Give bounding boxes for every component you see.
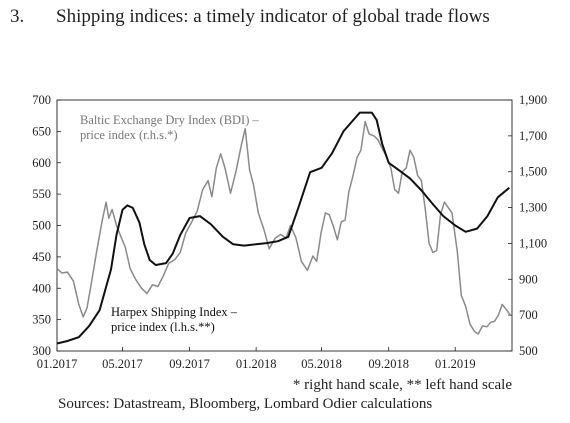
harpex-series-line [56,111,510,345]
right-tick-label: 700 [519,308,538,322]
x-tick-label: 01.2019 [435,357,476,371]
left-tick-label: 500 [32,219,51,233]
left-tick-label: 400 [32,281,51,295]
chart-heading: 3. Shipping indices: a timely indicator o… [10,6,490,28]
left-tick-label: 600 [32,156,51,170]
bdi-series-line [56,120,512,335]
x-tick-label: 05.2018 [301,357,342,371]
right-tick-label: 1,100 [519,236,547,250]
chart-number: 3. [10,6,25,27]
scale-footnote: * right hand scale, ** left hand scale [292,377,512,393]
left-tick-label: 650 [32,124,51,138]
right-tick-label: 900 [519,272,538,286]
series-layer [56,111,512,345]
chart-title: Shipping indices: a timely indicator of … [56,6,490,27]
bdi-series-label: Baltic Exchange Dry Index (BDI) – [80,113,260,127]
left-tick-label: 550 [32,187,51,201]
harpex-series-label: price index (l.h.s.**) [111,320,215,334]
right-tick-label: 500 [519,344,538,358]
x-tick-label: 05.2017 [102,357,143,371]
right-tick-label: 1,700 [519,129,547,143]
x-tick-label: 09.2017 [169,357,210,371]
bdi-series-label: price index (r.h.s.*) [80,128,178,142]
harpex-series-label: Harpex Shipping Index – [111,305,238,319]
x-tick-label: 09.2018 [368,357,409,371]
left-tick-label: 350 [32,313,51,327]
right-tick-label: 1,500 [519,165,547,179]
x-axis: 01.2017 05.2017 09.2017 01.2018 05.2018 09.20… [37,347,476,371]
x-tick-label: 01.2017 [37,357,78,371]
annotation-layer: Baltic Exchange Dry Index (BDI) –price i… [80,113,260,334]
sources-note: Sources: Datastream, Bloomberg, Lombard … [58,396,433,412]
left-tick-label: 700 [32,93,51,107]
right-tick-label: 1,900 [519,93,547,107]
x-tick-label: 01.2018 [236,357,277,371]
left-axis: 300 350 400 450 500 550 600 650 700 [32,93,61,358]
right-axis: 500 700 900 1,100 1,300 1,500 1,700 1,900 [508,93,547,358]
left-tick-label: 300 [32,344,51,358]
right-tick-label: 1,300 [519,201,547,215]
left-tick-label: 450 [32,250,51,264]
